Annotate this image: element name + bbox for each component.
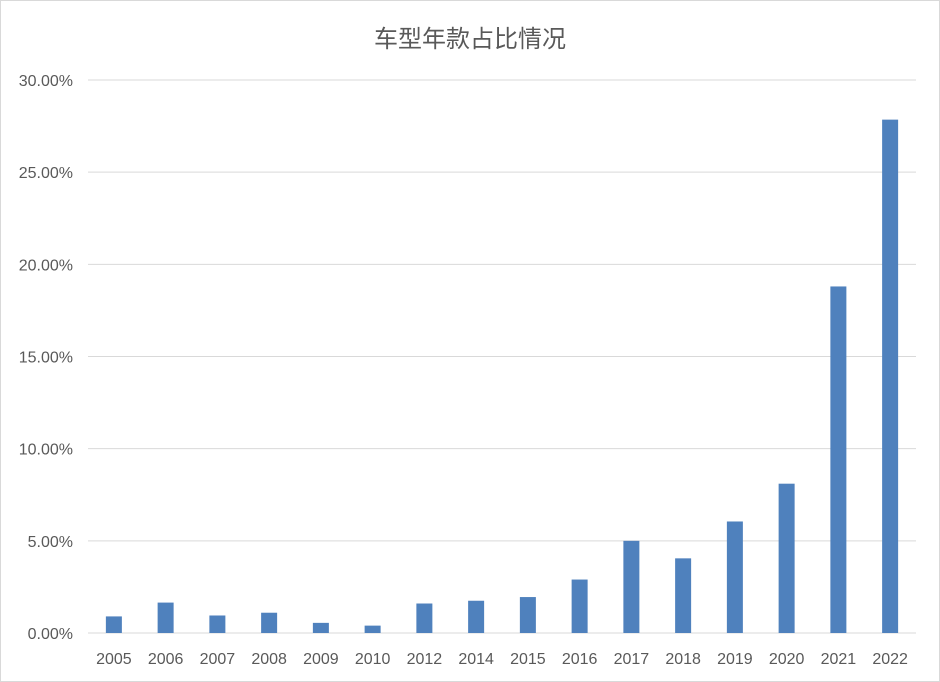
x-tick-label: 2022: [872, 651, 908, 668]
bar-2005: [105, 616, 122, 633]
y-tick-label: 15.00%: [19, 350, 73, 367]
bar-2019: [726, 521, 743, 633]
chart-title: 车型年款占比情况: [374, 25, 566, 53]
y-tick-label: 30.00%: [19, 73, 73, 90]
bar-2008: [261, 612, 278, 633]
bar-2012: [416, 603, 433, 633]
x-tick-label: 2009: [303, 651, 339, 668]
x-tick-labels: 2005 2006 2007 2008 2009 2010 2012 2014 2015 2016…: [96, 651, 908, 668]
bar-2022: [882, 119, 899, 634]
y-tick-label: 5.00%: [28, 534, 73, 551]
x-tick-label: 2021: [821, 651, 857, 668]
y-tick-label: 10.00%: [19, 442, 73, 459]
x-tick-label: 2008: [251, 651, 287, 668]
x-tick-label: 2019: [717, 651, 753, 668]
y-tick-label: 20.00%: [19, 257, 73, 274]
bar-2015: [519, 597, 536, 633]
x-tick-label: 2015: [510, 651, 546, 668]
y-tick-labels: 0.00% 5.00% 10.00% 15.00% 20.00% 25.00% 30.00%: [19, 73, 73, 643]
x-tick-label: 2017: [614, 651, 650, 668]
gridlines: [88, 79, 916, 634]
bar-2016: [571, 579, 588, 633]
bar-2021: [830, 286, 847, 633]
x-tick-label: 2012: [407, 651, 443, 668]
x-tick-label: 2018: [665, 651, 701, 668]
bar-2007: [209, 615, 226, 633]
bar-2010: [364, 625, 381, 633]
x-tick-label: 2014: [458, 651, 494, 668]
bar-2009: [312, 622, 329, 633]
x-tick-label: 2020: [769, 651, 805, 668]
bar-2020: [778, 483, 795, 633]
x-tick-label: 2010: [355, 651, 391, 668]
y-tick-label: 0.00%: [28, 626, 73, 643]
bar-2017: [623, 540, 640, 633]
x-tick-label: 2005: [96, 651, 132, 668]
x-tick-label: 2006: [148, 651, 184, 668]
bars: [105, 119, 899, 634]
bar-2014: [468, 600, 485, 633]
bar-2018: [675, 558, 692, 633]
x-tick-label: 2016: [562, 651, 598, 668]
x-tick-label: 2007: [200, 651, 236, 668]
bar-2006: [157, 602, 174, 633]
y-tick-label: 25.00%: [19, 165, 73, 182]
